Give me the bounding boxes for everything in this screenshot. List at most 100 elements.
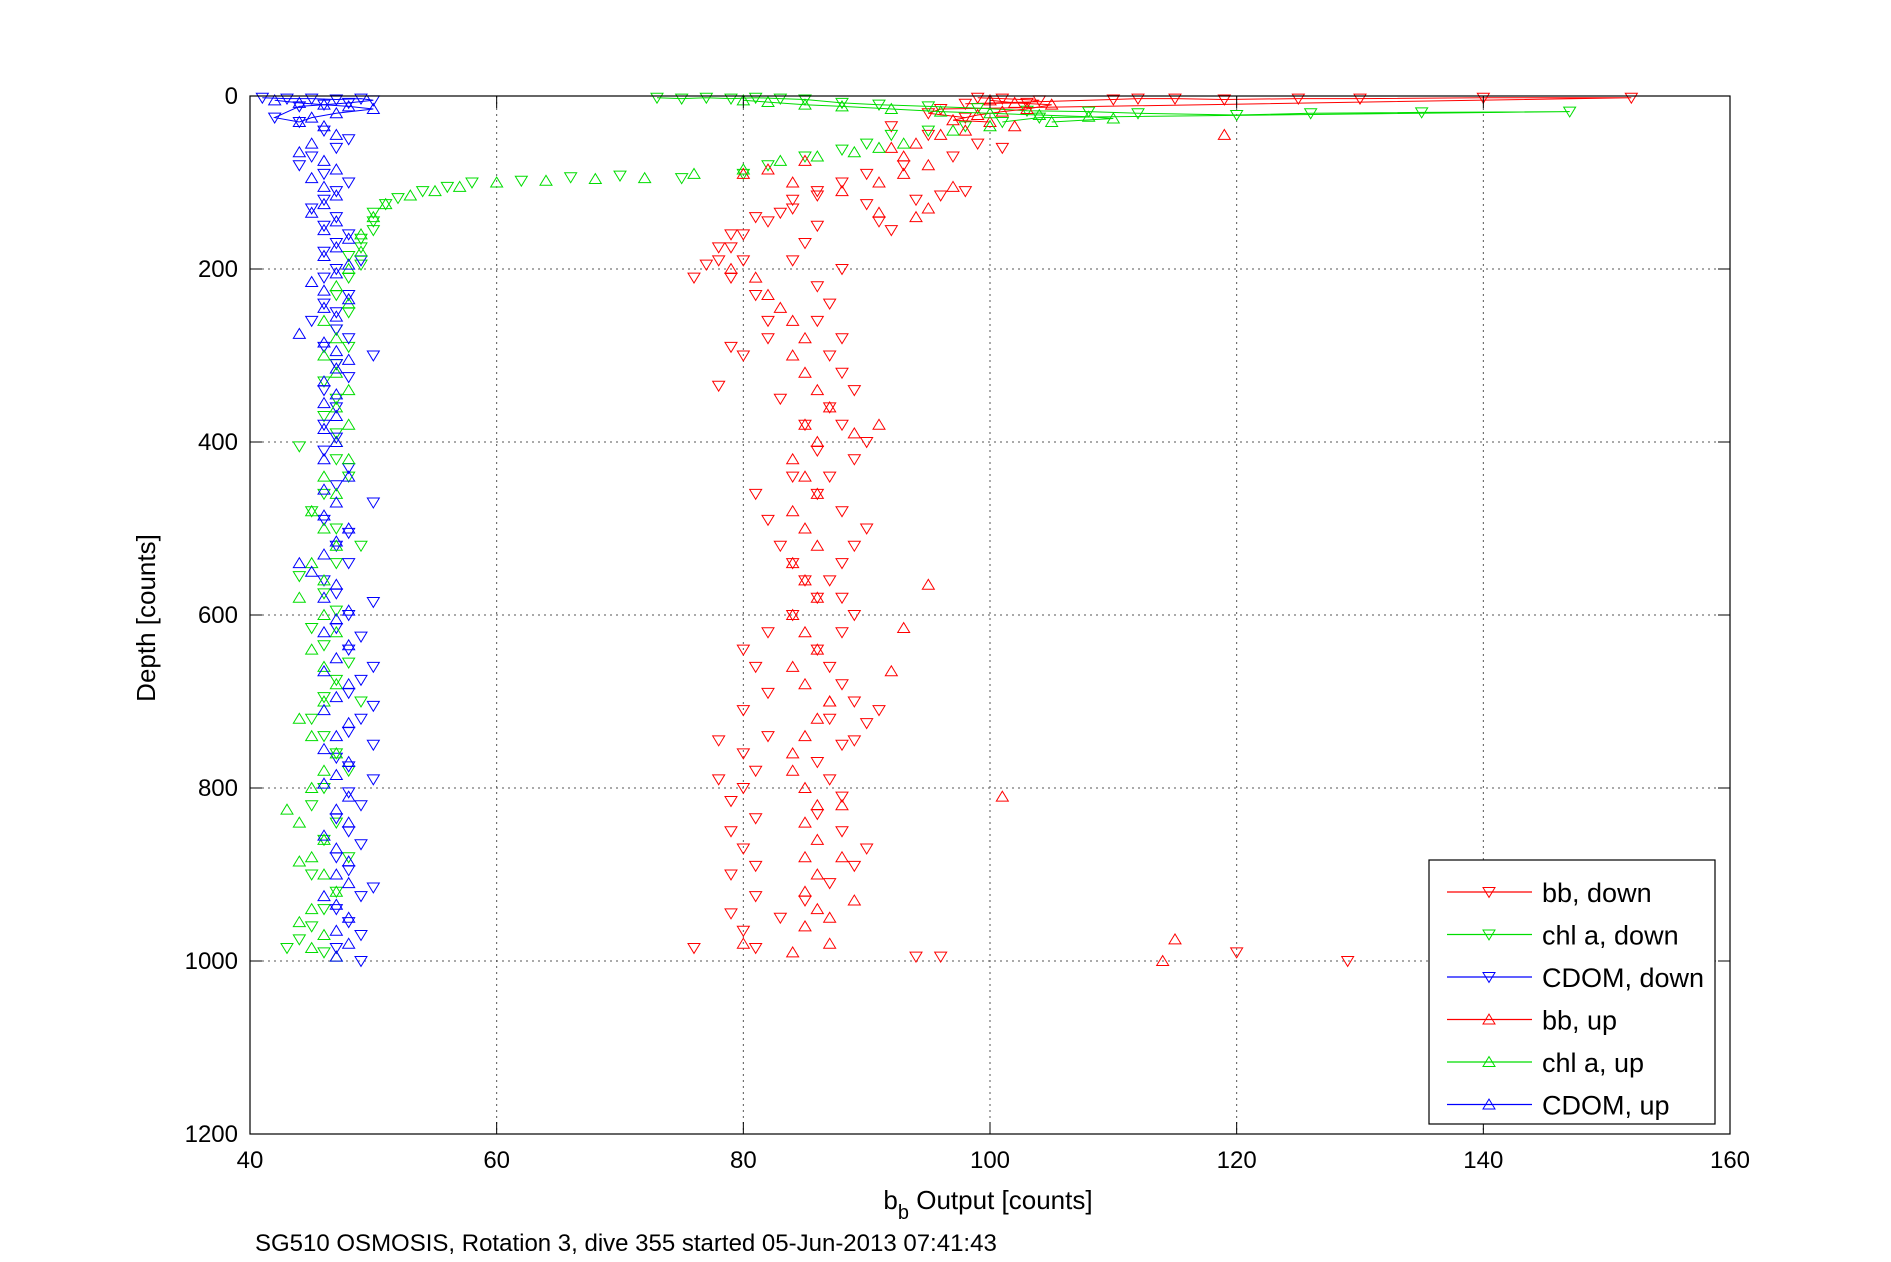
x-tick-label: 60 bbox=[483, 1147, 510, 1174]
data-point bbox=[921, 578, 936, 590]
data-point bbox=[354, 800, 368, 812]
data-point bbox=[773, 207, 788, 220]
data-point bbox=[946, 180, 960, 192]
data-point bbox=[736, 783, 751, 795]
data-point bbox=[810, 445, 825, 458]
data-point bbox=[1353, 93, 1367, 105]
data-point bbox=[650, 92, 664, 105]
data-point bbox=[341, 97, 356, 110]
data-point bbox=[761, 687, 775, 700]
data-point bbox=[736, 644, 751, 656]
data-point bbox=[341, 716, 356, 729]
data-point bbox=[859, 523, 874, 535]
data-point bbox=[724, 229, 738, 241]
data-point bbox=[292, 101, 307, 113]
data-point bbox=[798, 677, 812, 690]
data-point bbox=[317, 349, 331, 361]
data-point bbox=[366, 207, 381, 220]
data-point bbox=[341, 251, 356, 263]
data-point bbox=[366, 739, 381, 752]
data-point bbox=[736, 925, 751, 938]
data-point bbox=[835, 333, 849, 345]
data-point bbox=[822, 471, 837, 483]
series-cdom-up bbox=[267, 93, 381, 962]
data-point bbox=[835, 419, 849, 432]
data-point bbox=[341, 452, 356, 465]
data-point bbox=[810, 643, 825, 655]
data-point bbox=[366, 225, 381, 237]
data-point bbox=[1032, 112, 1047, 124]
y-tick-label: 200 bbox=[198, 256, 238, 283]
data-point bbox=[1168, 933, 1182, 945]
data-point bbox=[329, 428, 344, 440]
data-point bbox=[292, 441, 307, 453]
data-point bbox=[341, 372, 356, 384]
data-point bbox=[366, 774, 381, 786]
data-point bbox=[329, 310, 344, 322]
data-point bbox=[304, 781, 319, 793]
data-point bbox=[785, 504, 800, 517]
y-tick-label: 1000 bbox=[185, 948, 238, 975]
data-point bbox=[835, 558, 849, 570]
data-point bbox=[711, 255, 726, 267]
data-point bbox=[909, 951, 923, 964]
data-point bbox=[304, 850, 319, 863]
data-point bbox=[329, 747, 344, 759]
data-point bbox=[329, 279, 344, 292]
data-point bbox=[810, 539, 825, 551]
data-point bbox=[798, 151, 812, 163]
x-axis-label-subscript: b bbox=[898, 1202, 909, 1224]
data-point bbox=[946, 151, 960, 163]
data-point bbox=[317, 483, 331, 495]
data-point bbox=[341, 790, 356, 802]
data-point bbox=[354, 540, 368, 553]
data-point bbox=[785, 452, 800, 465]
data-point bbox=[798, 625, 812, 638]
data-point bbox=[317, 119, 331, 132]
data-point bbox=[341, 852, 356, 864]
data-point bbox=[341, 100, 356, 112]
data-point bbox=[341, 816, 356, 828]
data-point bbox=[995, 116, 1010, 129]
data-point bbox=[835, 264, 849, 276]
data-point bbox=[280, 93, 294, 105]
data-point bbox=[884, 121, 899, 133]
data-point bbox=[810, 488, 825, 501]
data-point bbox=[329, 362, 344, 374]
data-point bbox=[773, 154, 788, 166]
data-point bbox=[341, 911, 356, 923]
data-point bbox=[255, 92, 270, 105]
data-point bbox=[317, 731, 331, 743]
data-point bbox=[317, 298, 331, 310]
data-point bbox=[354, 93, 368, 105]
data-point bbox=[958, 186, 973, 198]
series-line bbox=[743, 99, 1114, 123]
data-point bbox=[317, 695, 331, 707]
data-point bbox=[329, 266, 344, 279]
data-point bbox=[798, 885, 812, 897]
data-point bbox=[872, 176, 886, 188]
data-point bbox=[748, 488, 763, 501]
data-point bbox=[317, 664, 331, 677]
data-point bbox=[304, 275, 319, 287]
data-point bbox=[304, 556, 319, 569]
data-point bbox=[872, 705, 886, 717]
data-point bbox=[329, 677, 344, 690]
data-point bbox=[835, 144, 849, 156]
data-point bbox=[859, 718, 874, 730]
data-point bbox=[317, 660, 331, 672]
data-point bbox=[1340, 956, 1355, 968]
data-point bbox=[822, 911, 837, 923]
data-point bbox=[366, 597, 381, 609]
data-point bbox=[292, 115, 307, 127]
data-point bbox=[329, 523, 344, 535]
data-point bbox=[292, 116, 307, 129]
data-point bbox=[317, 422, 331, 435]
data-point bbox=[1007, 96, 1022, 108]
data-point bbox=[748, 943, 763, 955]
data-point bbox=[329, 186, 344, 198]
data-point bbox=[329, 480, 344, 492]
data-point bbox=[970, 108, 985, 121]
legend-marker bbox=[1482, 1013, 1496, 1025]
